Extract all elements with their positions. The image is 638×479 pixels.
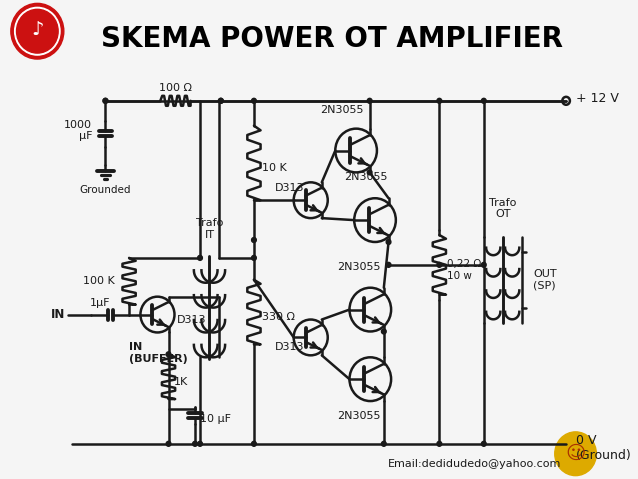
Text: SKEMA POWER OT AMPLIFIER: SKEMA POWER OT AMPLIFIER bbox=[101, 25, 563, 53]
Text: Email:dedidudedo@yahoo.com: Email:dedidudedo@yahoo.com bbox=[388, 459, 561, 468]
Circle shape bbox=[193, 441, 197, 446]
Text: + 12 V: + 12 V bbox=[575, 92, 618, 105]
Text: 2N3055: 2N3055 bbox=[320, 105, 364, 115]
Circle shape bbox=[251, 238, 256, 242]
Circle shape bbox=[103, 98, 108, 103]
Text: Trafo
IT: Trafo IT bbox=[196, 218, 223, 240]
Circle shape bbox=[198, 255, 202, 261]
Text: 10 μF: 10 μF bbox=[200, 414, 231, 424]
Circle shape bbox=[482, 262, 486, 267]
Circle shape bbox=[218, 98, 223, 103]
Circle shape bbox=[11, 3, 64, 59]
Circle shape bbox=[17, 10, 58, 53]
Text: 100 Ω: 100 Ω bbox=[159, 83, 192, 93]
Text: Trafo
OT: Trafo OT bbox=[489, 197, 516, 219]
Circle shape bbox=[386, 240, 391, 244]
Text: IN
(BUFFER): IN (BUFFER) bbox=[129, 342, 188, 364]
Circle shape bbox=[482, 98, 486, 103]
Text: OUT
(SP): OUT (SP) bbox=[533, 269, 556, 291]
Text: 330 Ω: 330 Ω bbox=[262, 312, 295, 322]
Circle shape bbox=[437, 441, 441, 446]
Circle shape bbox=[382, 329, 386, 334]
Circle shape bbox=[437, 262, 441, 267]
Text: 2N3055: 2N3055 bbox=[338, 262, 381, 272]
Circle shape bbox=[382, 441, 386, 446]
Circle shape bbox=[166, 441, 171, 446]
Text: 1K: 1K bbox=[174, 376, 188, 387]
Text: 1μF: 1μF bbox=[90, 297, 110, 308]
Text: D313: D313 bbox=[176, 315, 206, 325]
Text: ☺: ☺ bbox=[565, 444, 586, 463]
Circle shape bbox=[15, 7, 60, 55]
Text: 0,22 Ω
10 w: 0,22 Ω 10 w bbox=[447, 259, 481, 281]
Text: IN: IN bbox=[50, 308, 65, 321]
Circle shape bbox=[482, 441, 486, 446]
Text: D313: D313 bbox=[275, 342, 304, 353]
Circle shape bbox=[166, 352, 171, 357]
Text: 2N3055: 2N3055 bbox=[338, 411, 381, 421]
Circle shape bbox=[218, 98, 223, 103]
Circle shape bbox=[103, 98, 108, 103]
Circle shape bbox=[251, 441, 256, 446]
Circle shape bbox=[555, 432, 597, 476]
Circle shape bbox=[251, 98, 256, 103]
Circle shape bbox=[386, 262, 391, 267]
Circle shape bbox=[198, 441, 202, 446]
Text: 10 K: 10 K bbox=[262, 163, 286, 173]
Circle shape bbox=[251, 255, 256, 261]
Circle shape bbox=[367, 170, 372, 175]
Text: 1000
μF: 1000 μF bbox=[64, 120, 93, 141]
Text: Grounded: Grounded bbox=[80, 185, 131, 195]
Text: D313: D313 bbox=[275, 183, 304, 194]
Text: ♪: ♪ bbox=[31, 20, 43, 39]
Circle shape bbox=[367, 98, 372, 103]
Text: 2N3055: 2N3055 bbox=[344, 172, 387, 182]
Text: 100 K: 100 K bbox=[83, 276, 115, 286]
Text: 0 V
(Ground): 0 V (Ground) bbox=[575, 434, 632, 462]
Circle shape bbox=[437, 98, 441, 103]
